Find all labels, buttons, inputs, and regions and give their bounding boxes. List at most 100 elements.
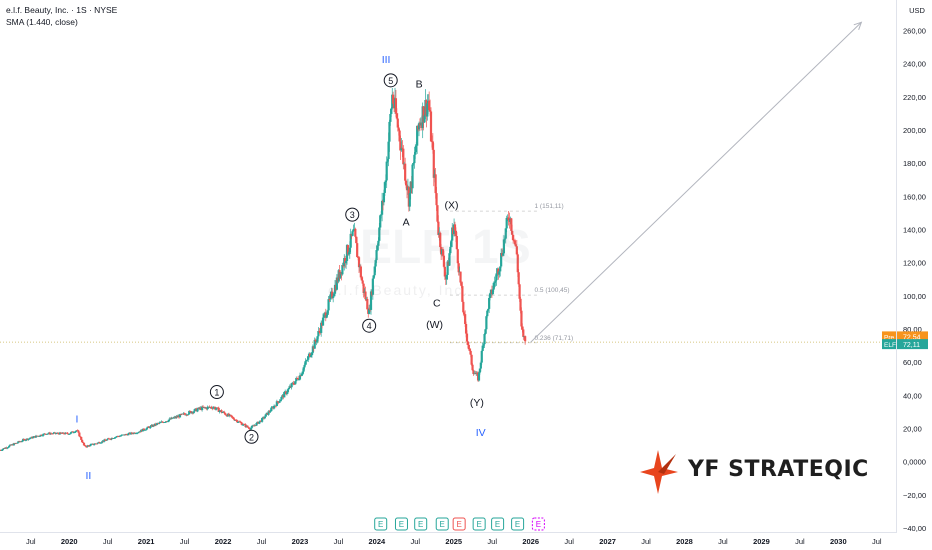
y-tick-label: 60,00: [903, 358, 922, 367]
candle-body: [27, 438, 30, 440]
candle-body: [449, 246, 452, 254]
candle-body: [131, 433, 135, 435]
candle-body: [364, 291, 367, 300]
candle-body: [252, 425, 255, 427]
candle-body: [193, 409, 196, 412]
y-tick-label: 100,00: [903, 292, 926, 301]
candle-body: [113, 437, 116, 439]
y-tick-label: 140,00: [903, 226, 926, 235]
x-tick-label: Jul: [180, 537, 190, 546]
candle-body: [230, 415, 233, 417]
candle-body: [210, 407, 213, 408]
candle-body: [212, 407, 215, 409]
candle-body: [46, 433, 50, 435]
earnings-marker: [452, 517, 466, 531]
candle-body: [48, 432, 51, 435]
candle-body: [515, 246, 518, 255]
candle-body: [516, 254, 519, 273]
candle-body: [286, 389, 290, 393]
x-tick-label: 2029: [753, 537, 770, 546]
candle-body: [404, 163, 407, 181]
candle-body: [264, 414, 267, 417]
candle-body: [517, 272, 520, 285]
x-tick-label: Jul: [411, 537, 421, 546]
candle-body: [44, 433, 47, 435]
price-badges: Pre 72,54 ELF 72,11: [882, 331, 928, 350]
symbol-title[interactable]: e.l.f. Beauty, Inc. · 1S · NYSE: [6, 5, 118, 15]
candle-body: [443, 266, 446, 277]
candle-body: [279, 399, 282, 402]
candle-body: [513, 240, 517, 245]
candle-body: [436, 205, 439, 222]
candle-body: [397, 127, 400, 131]
candle-body: [493, 281, 496, 283]
candle-body: [495, 273, 498, 281]
candle-body: [377, 240, 380, 246]
candle-body: [302, 367, 305, 372]
candle-body: [283, 392, 286, 398]
candle-body: [247, 427, 250, 428]
candle-body: [434, 174, 437, 194]
candle-body: [109, 439, 112, 441]
candle-body: [310, 352, 314, 356]
x-tick-label: 2026: [522, 537, 539, 546]
candle-body: [428, 100, 431, 110]
candle-body: [479, 362, 482, 369]
candle-body: [139, 431, 142, 433]
candle-body: [429, 111, 433, 142]
candle-body: [240, 422, 243, 425]
candle-body: [456, 249, 459, 264]
y-tick-label: 240,00: [903, 60, 926, 69]
candle-body: [328, 299, 331, 300]
candle-body: [387, 141, 390, 160]
candle-body: [518, 284, 521, 299]
candle-body: [93, 444, 96, 446]
candle-body: [471, 364, 474, 371]
candle-body: [415, 145, 418, 152]
candle-body: [462, 301, 465, 313]
candle-body: [16, 442, 19, 444]
wave-label: I: [75, 414, 78, 426]
indicator-legend[interactable]: SMA (1.440, close): [6, 17, 78, 27]
candle-body: [225, 414, 228, 416]
candle-body: [276, 401, 279, 403]
candle-body: [248, 427, 251, 429]
candle-body: [446, 261, 449, 275]
candle-body: [356, 243, 359, 258]
candle-body: [280, 396, 283, 400]
earnings-marker: [414, 517, 428, 531]
earnings-marker-label: E: [476, 520, 481, 529]
candle-body: [316, 336, 319, 342]
candle-body: [238, 421, 242, 423]
candle-body: [66, 432, 69, 434]
candle-body: [502, 239, 506, 254]
candle-body: [394, 98, 398, 114]
wave-label: 1: [214, 388, 219, 398]
candle-body: [467, 344, 470, 350]
candle-body: [232, 417, 235, 420]
candle-body: [487, 308, 490, 311]
candle-body: [201, 406, 205, 408]
candle-body: [466, 341, 470, 345]
candle-body: [416, 125, 419, 146]
candle-body: [451, 227, 454, 241]
x-tick-label: Jul: [103, 537, 113, 546]
candle-body: [478, 368, 482, 373]
earnings-marker-label: E: [456, 520, 461, 529]
time-axis: Jul 2020 Jul 2021 Jul 2022 Jul 2023 Jul 2024 Jul 20…: [26, 537, 882, 546]
candle-body: [60, 433, 63, 434]
candle-body: [491, 289, 494, 295]
candle-body: [485, 316, 488, 330]
candle-body: [459, 271, 462, 283]
fib-level-label: 0.5 (100,45): [535, 287, 570, 294]
candle-body: [203, 407, 206, 408]
currency-label[interactable]: USD: [909, 6, 925, 15]
candle-body: [384, 180, 387, 183]
candle-body: [213, 407, 217, 410]
candle-body: [179, 414, 182, 416]
candle-body: [366, 298, 369, 310]
candle-body: [327, 299, 330, 311]
candle-body: [218, 410, 221, 412]
candle-body: [372, 275, 375, 279]
